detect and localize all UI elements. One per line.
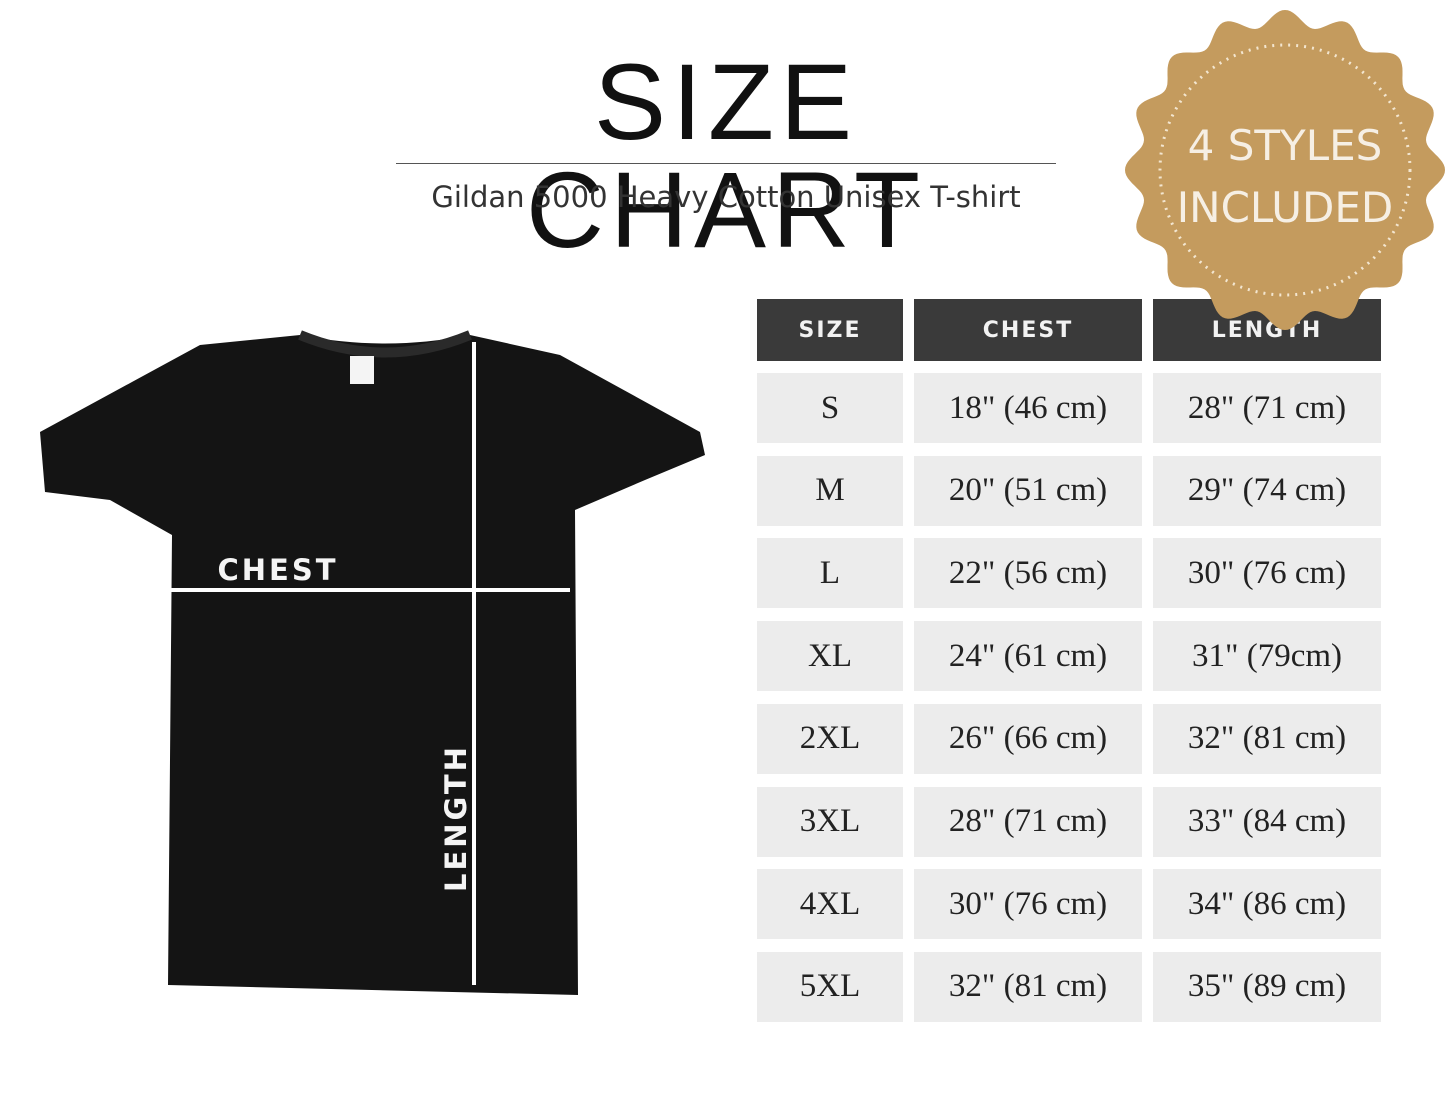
table-cell: 20" (51 cm) [914, 455, 1142, 526]
column-header: CHEST [914, 299, 1142, 361]
table-cell: M [757, 455, 903, 526]
chest-label: CHEST [217, 553, 338, 587]
table-cell: 18" (46 cm) [914, 373, 1142, 443]
table-cell: 3XL [757, 786, 903, 857]
table-cell: 28" (71 cm) [1153, 373, 1381, 443]
table-cell: 5XL [757, 951, 903, 1022]
table-cell: 4XL [757, 869, 903, 940]
divider [396, 163, 1056, 164]
t-shirt-illustration: CHEST LENGTH [40, 330, 705, 995]
collar [298, 330, 472, 358]
table-cell: 22" (56 cm) [914, 538, 1142, 609]
table-cell: 31" (79cm) [1153, 621, 1381, 692]
table-cell: 30" (76 cm) [914, 869, 1142, 940]
length-label: LENGTH [439, 744, 473, 892]
title: SIZE CHART [525, 41, 927, 270]
subtitle: Gildan 5000 Heavy Cotton Unisex T-shirt [431, 180, 1021, 214]
table-cell: 33" (84 cm) [1153, 786, 1381, 857]
column-header: LENGTH [1153, 299, 1381, 361]
badge-shape [1125, 10, 1445, 330]
tag [350, 356, 374, 384]
table-cell: 26" (66 cm) [914, 703, 1142, 774]
table-cell: 28" (71 cm) [914, 786, 1142, 857]
table-cell: 29" (74 cm) [1153, 455, 1381, 526]
table-cell: S [757, 373, 903, 443]
table-cell: 2XL [757, 703, 903, 774]
table-cell: 24" (61 cm) [914, 621, 1142, 692]
badge-dots [1158, 43, 1412, 297]
shirt-body [40, 335, 705, 995]
table-cell: XL [757, 621, 903, 692]
table-cell: 32" (81 cm) [1153, 703, 1381, 774]
table-cell: 35" (89 cm) [1153, 951, 1381, 1022]
badge-line: 4 STYLES [1188, 121, 1383, 170]
badge-line: INCLUDED [1177, 183, 1393, 232]
table-cell: 32" (81 cm) [914, 951, 1142, 1022]
column-header: SIZE [757, 299, 903, 361]
table-cell: 34" (86 cm) [1153, 869, 1381, 940]
table-cell: L [757, 538, 903, 609]
table-cell: 30" (76 cm) [1153, 538, 1381, 609]
